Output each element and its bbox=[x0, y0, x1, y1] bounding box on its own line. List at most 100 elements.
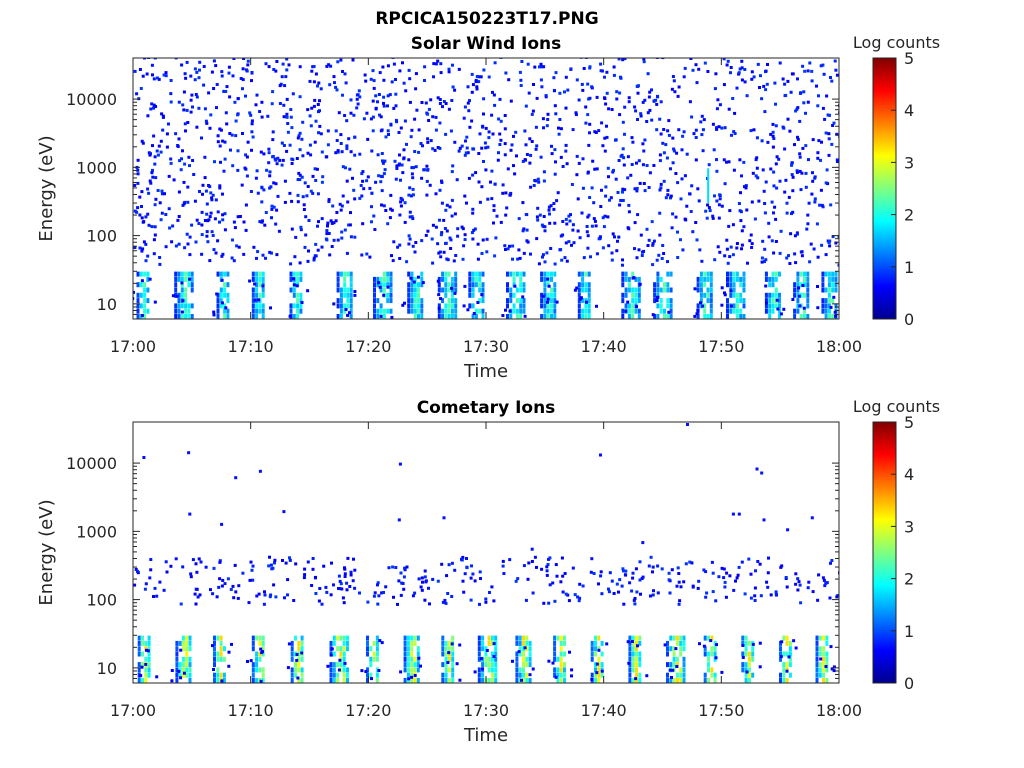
spectrogram-cell bbox=[679, 238, 682, 242]
spectrogram-cell bbox=[463, 153, 467, 157]
spectrogram-cell bbox=[221, 213, 225, 217]
spectrogram-cell bbox=[225, 85, 229, 89]
spectrogram-cell bbox=[249, 659, 253, 663]
spectrogram-cell bbox=[545, 565, 549, 569]
spectrogram-cell bbox=[336, 150, 340, 154]
spectrogram-cell bbox=[553, 303, 557, 309]
spectrogram-cell bbox=[523, 129, 527, 133]
spectrogram-cell bbox=[419, 585, 423, 589]
spectrogram-cell bbox=[299, 271, 303, 277]
spectrogram-cell bbox=[250, 568, 254, 572]
spectrogram-cell bbox=[273, 558, 277, 562]
spectrogram-cell bbox=[287, 63, 291, 67]
spectrogram-cell bbox=[732, 130, 736, 134]
spectrogram-cell bbox=[710, 651, 714, 657]
spectrogram-cell bbox=[288, 314, 292, 318]
x-tick-label: 17:30 bbox=[463, 337, 509, 356]
spectrogram-cell bbox=[788, 646, 792, 652]
spectrogram-cell bbox=[647, 564, 651, 568]
spectrogram-cell bbox=[384, 135, 388, 139]
spectrogram-cell bbox=[566, 88, 570, 92]
spectrogram-cell bbox=[366, 175, 370, 179]
spectrogram-cell bbox=[796, 137, 800, 141]
spectrogram-cell bbox=[158, 256, 162, 259]
spectrogram-cell bbox=[729, 308, 733, 314]
spectrogram-cell bbox=[449, 247, 453, 250]
spectrogram-cell bbox=[631, 303, 635, 309]
spectrogram-cell bbox=[244, 203, 248, 207]
spectrogram-cell bbox=[684, 562, 688, 566]
spectrogram-cell bbox=[787, 254, 790, 258]
spectrogram-cell bbox=[578, 236, 582, 240]
spectrogram-cell bbox=[669, 287, 673, 293]
spectrogram-cell bbox=[346, 640, 349, 646]
spectrogram-cell bbox=[251, 314, 255, 319]
spectrogram-cell bbox=[545, 124, 549, 128]
spectrogram-cell bbox=[421, 281, 425, 285]
spectrogram-cell bbox=[417, 308, 420, 314]
spectrogram-cell bbox=[189, 110, 193, 114]
spectrogram-cell bbox=[406, 640, 410, 646]
spectrogram-cell bbox=[156, 153, 160, 157]
spectrogram-cell bbox=[346, 678, 349, 683]
spectrogram-cell bbox=[726, 308, 729, 314]
spectrogram-cell bbox=[559, 155, 563, 159]
spectrogram-data bbox=[133, 58, 839, 319]
spectrogram-cell bbox=[594, 662, 597, 668]
spectrogram-cell bbox=[258, 271, 262, 277]
spectrogram-cell bbox=[633, 602, 637, 606]
spectrogram-cell bbox=[585, 230, 589, 234]
spectrogram-cell bbox=[439, 297, 443, 301]
spectrogram-cell bbox=[599, 69, 603, 73]
spectrogram-cell bbox=[645, 227, 649, 231]
spectrogram-cell bbox=[444, 646, 448, 652]
spectrogram-cell bbox=[447, 678, 451, 683]
spectrogram-cell bbox=[332, 221, 336, 225]
spectrogram-cell bbox=[696, 276, 700, 282]
spectrogram-cell bbox=[389, 123, 393, 127]
spectrogram-cell bbox=[540, 314, 544, 319]
spectrogram-cell bbox=[831, 287, 835, 293]
spectrogram-cell bbox=[518, 651, 522, 657]
spectrogram-cell bbox=[621, 147, 625, 151]
spectrogram-cell bbox=[460, 225, 464, 229]
spectrogram-cell bbox=[344, 81, 348, 85]
spectrogram-cell bbox=[157, 144, 161, 148]
spectrogram-cell bbox=[222, 169, 226, 173]
spectrogram-cell bbox=[297, 678, 301, 683]
spectrogram-cell bbox=[478, 200, 482, 204]
spectrogram-cell bbox=[300, 301, 304, 304]
spectrogram-cell bbox=[447, 667, 451, 673]
spectrogram-cell bbox=[473, 670, 477, 674]
spectrogram-cell bbox=[243, 166, 247, 170]
spectrogram-cell bbox=[474, 282, 478, 288]
spectrogram-cell bbox=[656, 591, 660, 595]
spectrogram-cell bbox=[635, 186, 639, 190]
spectrogram-cell bbox=[619, 75, 622, 79]
spectrogram-cell bbox=[742, 303, 746, 309]
spectrogram-cell bbox=[370, 677, 373, 681]
spectrogram-cell bbox=[713, 258, 717, 262]
spectrogram-cell bbox=[667, 119, 671, 123]
spectrogram-cell bbox=[634, 677, 638, 681]
spectrogram-cell bbox=[541, 255, 544, 259]
spectrogram-cell bbox=[190, 303, 194, 309]
spectrogram-cell bbox=[361, 222, 365, 226]
spectrogram-cell bbox=[300, 651, 304, 655]
spectrogram-cell bbox=[512, 164, 515, 168]
spectrogram-cell bbox=[800, 171, 804, 175]
spectrogram-cell bbox=[346, 635, 349, 641]
spectrogram-cell bbox=[639, 592, 642, 596]
spectrogram-cell bbox=[642, 182, 646, 185]
spectrogram-cell bbox=[788, 656, 792, 662]
spectrogram-cell bbox=[288, 191, 292, 195]
spectrogram-cell bbox=[376, 153, 380, 157]
spectrogram-cell bbox=[528, 161, 532, 165]
spectrogram-cell bbox=[646, 111, 650, 115]
spectrogram-cell bbox=[261, 219, 264, 223]
spectrogram-cell bbox=[355, 93, 359, 97]
spectrogram-cell bbox=[447, 646, 451, 652]
spectrogram-cell bbox=[735, 308, 739, 314]
spectrogram-cell bbox=[297, 134, 301, 138]
spectrogram-cell bbox=[579, 296, 583, 300]
